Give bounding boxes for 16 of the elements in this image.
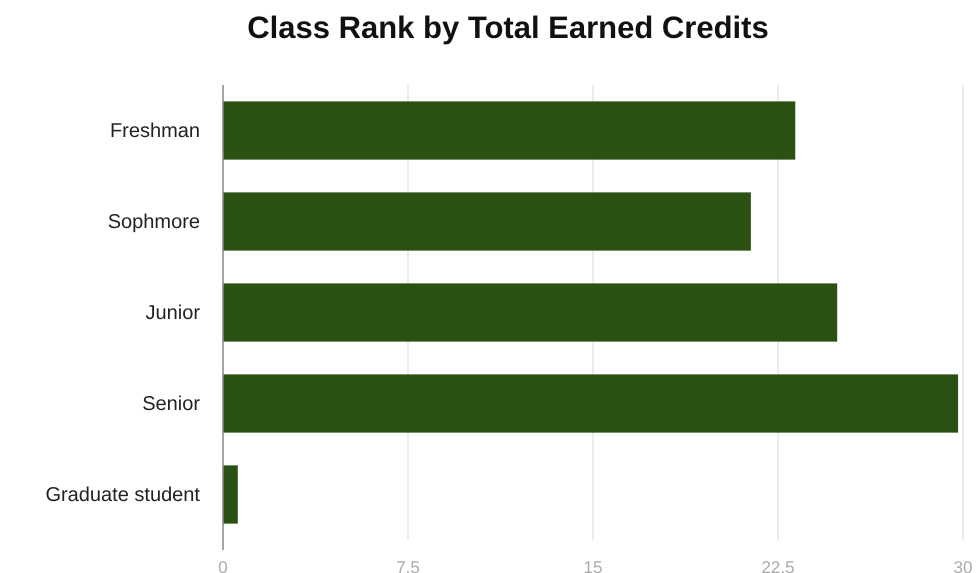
bar [223,374,958,433]
x-tick-label: 30 [954,558,972,573]
bar [223,192,751,251]
x-tick-label: 22.5 [761,558,795,573]
y-tick-label: Freshman [110,120,200,142]
bar [223,101,796,160]
y-tick-label: Sophmore [108,210,200,233]
bar [223,465,238,524]
x-tick-label: 15 [584,558,602,573]
bar [223,283,838,342]
y-tick-label: Senior [142,392,200,415]
y-tick-label: Junior [146,302,200,324]
chart-title: Class Rank by Total Earned Credits [247,10,769,45]
x-tick-label: 7.5 [396,558,420,573]
y-tick-label: Graduate student [45,484,200,506]
x-tick-label: 0 [218,558,228,573]
